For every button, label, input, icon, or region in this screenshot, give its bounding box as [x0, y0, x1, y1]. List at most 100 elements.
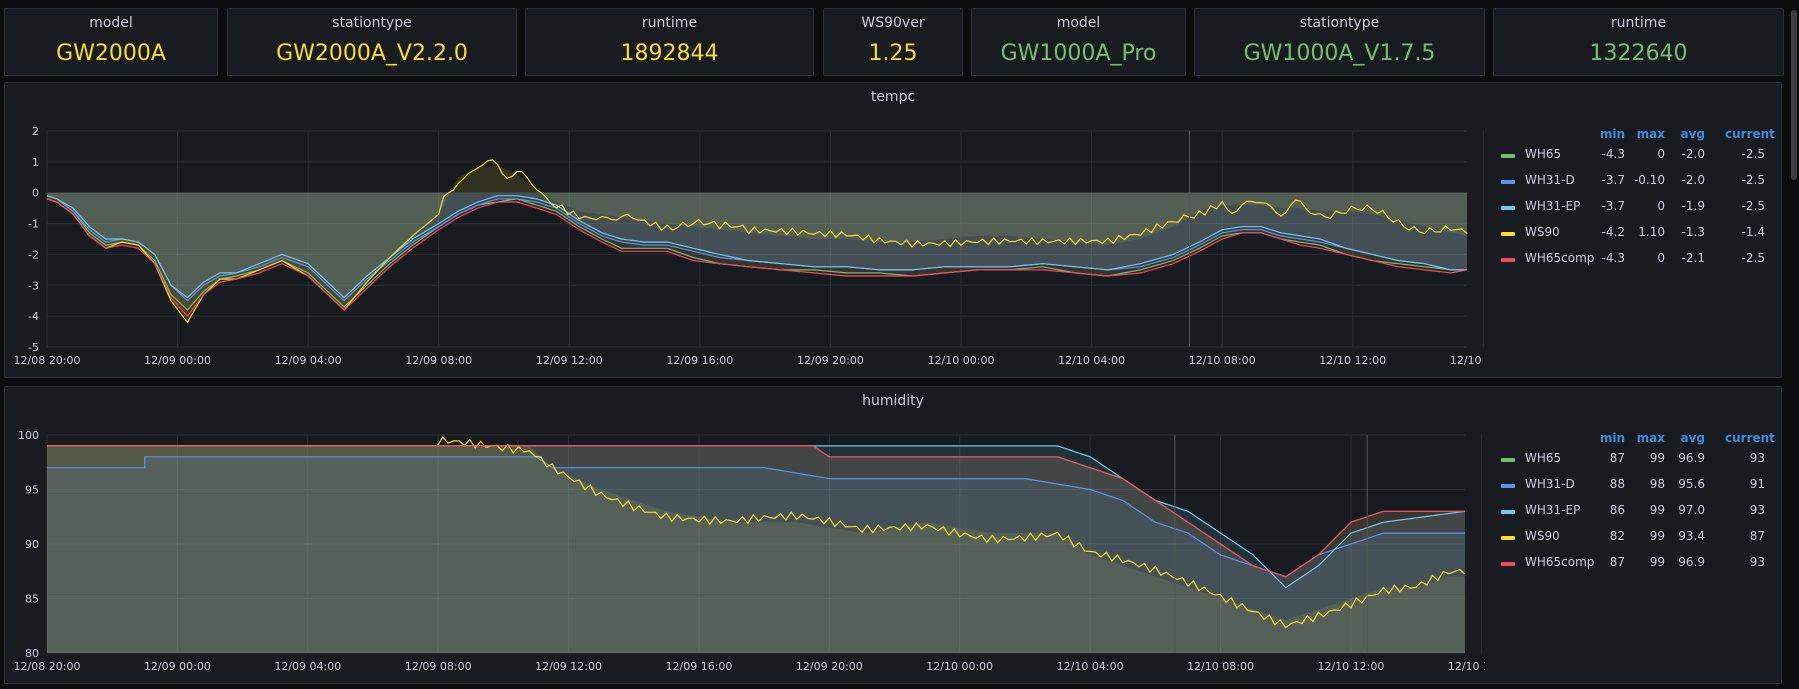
legend-header-min[interactable]: min: [1599, 127, 1625, 141]
legend-item-wh31-d[interactable]: WH31-D 88 98 95.6 91: [1501, 477, 1781, 497]
legend-value-avg: -2.1: [1681, 251, 1705, 265]
series-line-wh65comp[interactable]: [47, 445, 1465, 578]
legend-series-name: WS90: [1525, 225, 1560, 239]
x-tick-label: 12/10 08:00: [1189, 354, 1256, 367]
x-tick-label: 12/09 00:00: [144, 660, 211, 673]
stat-value: GW2000A_V2.2.0: [276, 41, 468, 66]
legend-header-current[interactable]: current: [1725, 127, 1775, 141]
y-tick-label: 2: [32, 125, 39, 138]
series-area-wh31-ep: [47, 192, 1467, 298]
x-tick-label: 12/10 08:00: [1187, 660, 1254, 673]
stat-label: runtime: [641, 15, 698, 31]
stat-label: WS90ver: [861, 15, 925, 31]
legend-series-name: WH31-EP: [1525, 503, 1581, 517]
stat-value: 1322640: [1589, 41, 1688, 66]
stat-label: runtime: [1610, 15, 1667, 31]
legend-swatch: [1501, 562, 1515, 566]
y-tick-label: 1: [32, 156, 39, 169]
x-tick-label: 12/09 20:00: [796, 660, 863, 673]
stat-value: GW1000A_Pro: [1000, 41, 1157, 66]
x-tick-label: 12/10 04:00: [1057, 660, 1124, 673]
legend-value-max: 99: [1649, 503, 1665, 517]
legend-value-min: 87: [1609, 451, 1625, 465]
legend-header-max[interactable]: max: [1636, 431, 1665, 445]
legend-item-wh31-d[interactable]: WH31-D -3.7 -0.10 -2.0 -2.5: [1501, 173, 1781, 193]
legend-value-avg: -2.0: [1681, 147, 1705, 161]
x-tick-label: 12/09 16:00: [666, 354, 733, 367]
legend-value-current: -2.5: [1741, 251, 1765, 265]
legend-value-max: 99: [1649, 451, 1665, 465]
y-tick-label: -1: [28, 218, 39, 231]
legend-swatch: [1501, 510, 1515, 514]
x-tick-label: 12/09 16:00: [666, 660, 733, 673]
stat-panel-stationtype-2: stationtype GW1000A_V1.7.5: [1194, 8, 1485, 76]
x-tick-label: 12/09 08:00: [405, 660, 472, 673]
legend-value-avg: 95.6: [1678, 477, 1705, 491]
stat-panel-ws90ver: WS90ver 1.25: [823, 8, 963, 76]
tempc-panel: tempc 2 1 0 -1 -2 -3 -4 -5 12/08 20:00 12/09 00:0…: [4, 82, 1782, 378]
y-tick-label: 90: [25, 538, 39, 551]
x-tick-label: 12/09 12:00: [536, 354, 603, 367]
stat-panel-model-2: model GW1000A_Pro: [971, 8, 1186, 76]
tempc-legend: min max avg current WH65 -4.3 0 -2.0 -2.5 WH31-D -…: [1501, 127, 1781, 267]
legend-item-wh65[interactable]: WH65 -4.3 0 -2.0 -2.5: [1501, 147, 1781, 167]
series-line-wh31-ep[interactable]: [46, 195, 1467, 299]
series-line-wh65comp[interactable]: [46, 198, 1468, 318]
series-line-wh31-d[interactable]: [47, 456, 1465, 578]
legend-series-name: WH31-D: [1525, 477, 1575, 491]
series-area-ws90: [47, 445, 1465, 653]
legend-item-wh65comp[interactable]: WH65comp -4.3 0 -2.1 -2.5: [1501, 251, 1781, 271]
legend-swatch: [1501, 232, 1515, 236]
legend-header-min[interactable]: min: [1599, 431, 1625, 445]
series-area-wh31-d: [47, 456, 1465, 653]
series-area-wh31-ep: [47, 445, 1465, 653]
x-tick-label: 12/10 00:00: [928, 354, 995, 367]
stat-panel-runtime-2: runtime 1322640: [1493, 8, 1784, 76]
legend-value-current: -2.5: [1741, 199, 1765, 213]
legend-value-avg: 97.0: [1678, 503, 1705, 517]
legend-value-min: -3.7: [1601, 173, 1625, 187]
stat-panel-stationtype-1: stationtype GW2000A_V2.2.0: [227, 8, 517, 76]
page-scrollbar[interactable]: [1791, 10, 1797, 180]
series-area-wh65: [47, 192, 1467, 310]
x-tick-label: 12/10 12:00: [1319, 354, 1386, 367]
legend-value-current: -2.5: [1741, 147, 1765, 161]
legend-header-avg[interactable]: avg: [1680, 127, 1705, 141]
legend-value-current: 93: [1749, 451, 1765, 465]
legend-series-name: WH65comp: [1525, 251, 1595, 265]
legend-header-current[interactable]: current: [1725, 431, 1775, 445]
legend-item-ws90[interactable]: WS90 82 99 93.4 87: [1501, 529, 1781, 549]
y-tick-label: -2: [28, 248, 39, 261]
legend-value-max: 99: [1649, 529, 1665, 543]
legend-item-wh31-ep[interactable]: WH31-EP -3.7 0 -1.9 -2.5: [1501, 199, 1781, 219]
x-tick-label: 12/08 20:00: [14, 354, 81, 367]
legend-header-avg[interactable]: avg: [1680, 431, 1705, 445]
legend-item-wh65comp[interactable]: WH65comp 87 99 96.9 93: [1501, 555, 1781, 575]
x-tick-label: 12/09 08:00: [405, 354, 472, 367]
legend-swatch: [1501, 458, 1515, 462]
legend-item-wh65[interactable]: WH65 87 99 96.9 93: [1501, 451, 1781, 471]
legend-value-avg: 93.4: [1678, 529, 1705, 543]
series-line-ws90[interactable]: [46, 159, 1468, 324]
y-tick-label: 100: [18, 429, 39, 442]
y-tick-label: -3: [28, 279, 39, 292]
tempc-chart[interactable]: 2 1 0 -1 -2 -3 -4 -512/08 20:00 12/09 00:00 12/09…: [5, 83, 1485, 379]
legend-series-name: WH31-D: [1525, 173, 1575, 187]
stat-value: 1892844: [620, 41, 719, 66]
legend-swatch: [1501, 536, 1515, 540]
legend-series-name: WH31-EP: [1525, 199, 1581, 213]
legend-item-ws90[interactable]: WS90 -4.2 1.10 -1.3 -1.4: [1501, 225, 1781, 245]
stat-panel-model-1: model GW2000A: [4, 8, 218, 76]
legend-value-current: 93: [1749, 555, 1765, 569]
y-tick-label: 80: [25, 647, 39, 660]
legend-item-wh31-ep[interactable]: WH31-EP 86 99 97.0 93: [1501, 503, 1781, 523]
legend-value-avg: -1.3: [1681, 225, 1705, 239]
legend-header-max[interactable]: max: [1636, 127, 1665, 141]
x-tick-label: 12/10 00:00: [926, 660, 993, 673]
legend-value-max: 0: [1657, 147, 1665, 161]
x-tick-label: 12/10 16:00: [1450, 354, 1485, 367]
legend-swatch: [1501, 258, 1515, 262]
legend-value-avg: 96.9: [1678, 451, 1705, 465]
y-tick-label: 95: [25, 484, 39, 497]
